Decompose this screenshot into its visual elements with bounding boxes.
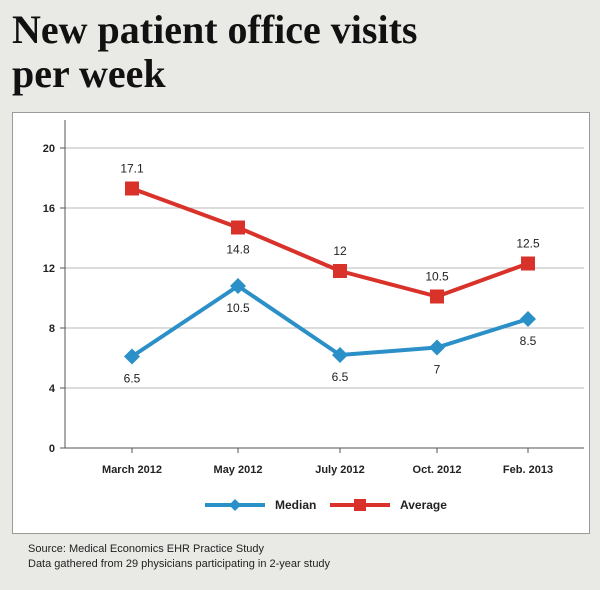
average-point: [521, 256, 535, 271]
x-tick-label: May 2012: [214, 464, 263, 476]
data-label: 17.1: [120, 162, 144, 176]
data-label: 12.5: [516, 237, 540, 251]
median-point: [124, 348, 140, 365]
y-tick-label: 20: [43, 143, 55, 155]
y-tick-label: 4: [49, 383, 56, 395]
y-tick-label: 8: [49, 323, 55, 335]
median-point: [429, 339, 445, 356]
data-label: 8.5: [520, 334, 537, 348]
gridlines: [65, 147, 584, 389]
legend-median-swatch: [205, 498, 265, 512]
data-label: 6.5: [124, 372, 141, 386]
data-label: 6.5: [332, 370, 349, 384]
data-label: 10.5: [425, 270, 449, 284]
legend: Median Average: [0, 498, 600, 522]
average-point: [430, 289, 444, 304]
median-point: [520, 311, 536, 327]
legend-label-median: Median: [275, 498, 317, 512]
legend-label-average: Average: [400, 498, 447, 512]
line-chart: 0 4 8 12 16 20 March 2012 May 2012 July 2012 Oct.…: [43, 120, 584, 476]
series-line-median: [130, 284, 529, 359]
data-label: 12: [333, 244, 347, 258]
y-tick-label: 12: [43, 263, 55, 275]
average-point: [125, 181, 139, 196]
median-point: [230, 278, 246, 294]
median-point: [332, 347, 348, 363]
y-tick-label: 0: [49, 443, 55, 455]
source-line-2: Data gathered from 29 physicians partici…: [28, 558, 331, 570]
average-point: [231, 220, 245, 235]
legend-average-square-icon: [354, 499, 366, 511]
data-label: 10.5: [226, 301, 250, 315]
source-note: Source: Medical Economics EHR Practice S…: [28, 542, 588, 572]
legend-median-diamond-icon: [229, 499, 241, 511]
legend-average-swatch: [330, 498, 390, 512]
x-tick-label: Oct. 2012: [413, 464, 462, 476]
legend-item-average: Average: [330, 498, 447, 512]
chart-panel: [12, 112, 590, 534]
average-point: [333, 264, 347, 278]
axes: 0 4 8 12 16 20 March 2012 May 2012 July 2012 Oct.…: [43, 120, 584, 476]
y-tick-label: 16: [43, 203, 55, 215]
legend-item-median: Median: [205, 498, 316, 512]
data-label: 7: [434, 363, 441, 377]
chart-title: New patient office visits per week: [12, 8, 592, 96]
data-labels: 6.5 10.5 6.5 7 8.5 17.1 14.8 12 10.5 12.5: [120, 162, 540, 386]
x-tick-label: Feb. 2013: [503, 464, 553, 476]
series-line-average: [131, 186, 529, 299]
series: [124, 181, 536, 365]
chart-title-line-1: New patient office visits: [12, 7, 418, 52]
x-tick-label: March 2012: [102, 464, 162, 476]
x-tick-label: July 2012: [315, 464, 365, 476]
source-line-1: Source: Medical Economics EHR Practice S…: [28, 543, 264, 555]
data-label: 14.8: [226, 243, 250, 257]
chart-title-line-2: per week: [12, 51, 166, 96]
